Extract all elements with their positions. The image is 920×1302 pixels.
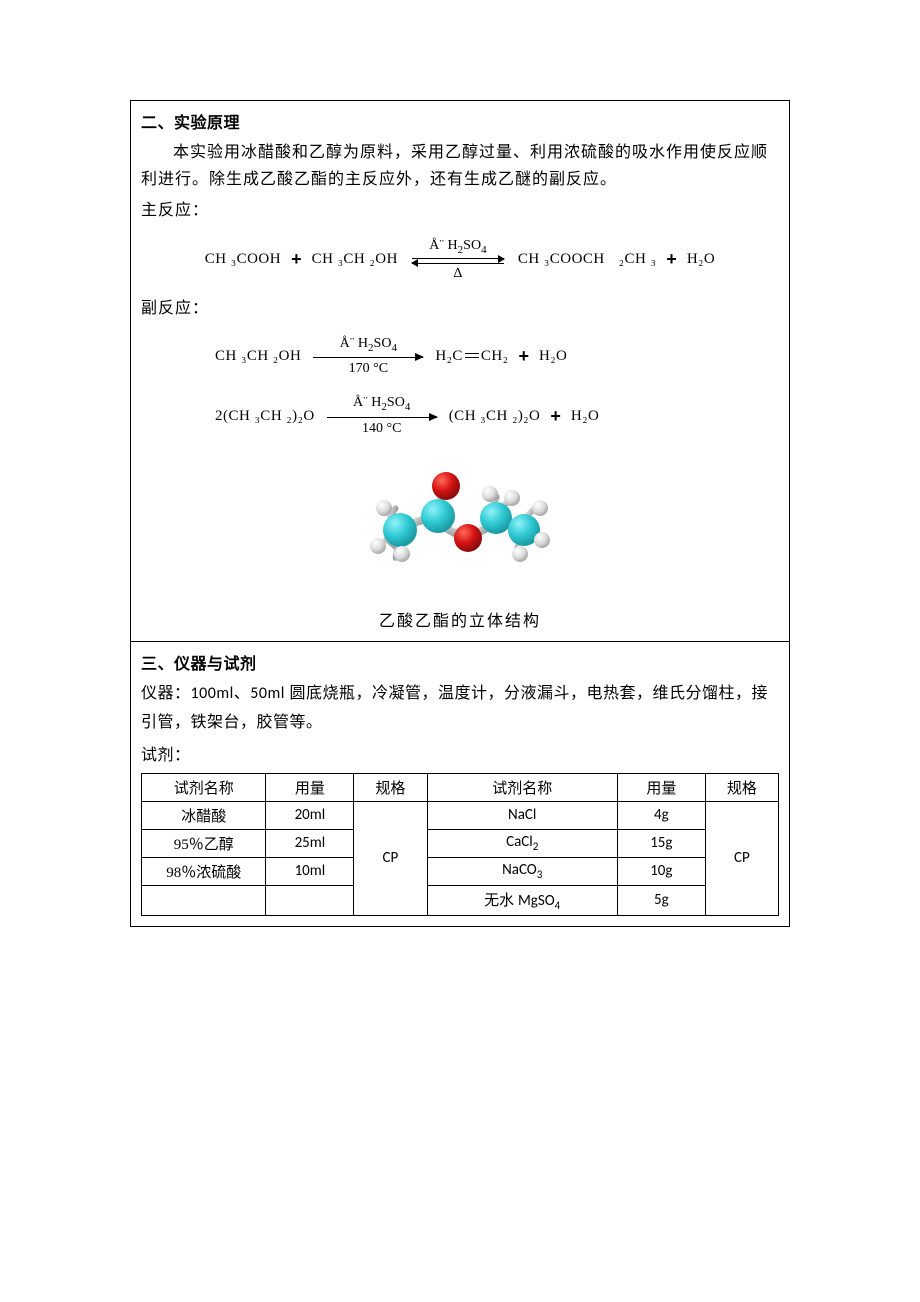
table-header-row: 试剂名称 用量 规格 试剂名称 用量 规格 <box>142 773 779 801</box>
temperature-text: 140 °C <box>362 422 401 436</box>
rx3-reactant: 2(CH ₃CH ₂)₂O <box>215 408 315 425</box>
th-name-r: 试剂名称 <box>427 773 617 801</box>
section2-title: 二、实验原理 <box>141 109 779 133</box>
reaction-side-1: CH ₃CH ₂OH Å¨ H2SO4 170 °C H₂CCH₂ + H₂O <box>141 337 779 377</box>
rx3-product2: H₂O <box>571 408 599 425</box>
molecule-caption: 乙酸乙酯的立体结构 <box>141 607 779 631</box>
rx1-reactant2: CH ₃CH ₂OH <box>312 251 398 268</box>
reaction-main: CH ₃COOH + CH ₃CH ₂OH Å¨ H2SO4 Δ CH ₃COO… <box>141 239 779 282</box>
plus-icon: + <box>518 346 529 367</box>
plus-icon: + <box>550 406 561 427</box>
cell-name: NaCO3 <box>427 857 617 885</box>
main-reaction-label: 主反应： <box>141 197 779 224</box>
th-spec-l: 规格 <box>354 773 427 801</box>
arrow-single: Å¨ H2SO4 140 °C <box>327 396 437 436</box>
th-amt-r: 用量 <box>617 773 705 801</box>
plus-icon: + <box>291 249 302 270</box>
cell-amt: 10g <box>617 857 705 885</box>
side-reaction-label: 副反应： <box>141 295 779 322</box>
instruments-line: 仪器：100ml、50ml 圆底烧瓶，冷凝管，温度计，分液漏斗，电热套，维氏分馏… <box>141 680 779 738</box>
cell-amt: 10ml <box>266 857 354 885</box>
instruments-nums: 100ml、50ml <box>191 684 285 703</box>
cell-amt <box>266 885 354 915</box>
cell-spec-r: CP <box>705 801 778 915</box>
catalyst-text: Å¨ H2SO4 <box>429 239 486 256</box>
table-row: 98％浓硫酸 10ml NaCO3 10g <box>142 857 779 885</box>
catalyst-text: Å¨ H2SO4 <box>353 396 410 413</box>
cell-amt: 20ml <box>266 801 354 829</box>
section2-intro: 本实验用冰醋酸和乙醇为原料，采用乙醇过量、利用浓硫酸的吸水作用使反应顺利进行。除… <box>141 139 779 193</box>
cell-name: 95％乙醇 <box>142 829 266 857</box>
cell-amt: 5g <box>617 885 705 915</box>
th-amt-l: 用量 <box>266 773 354 801</box>
molecule-svg <box>350 450 570 590</box>
reaction-side-2: 2(CH ₃CH ₂)₂O Å¨ H2SO4 140 °C (CH ₃CH ₂)… <box>141 396 779 436</box>
section-apparatus: 三、仪器与试剂 仪器：100ml、50ml 圆底烧瓶，冷凝管，温度计，分液漏斗，… <box>130 642 790 926</box>
section3-title: 三、仪器与试剂 <box>141 650 779 674</box>
arrow-single: Å¨ H2SO4 170 °C <box>313 337 423 377</box>
equilibrium-arrow: Å¨ H2SO4 Δ <box>410 239 506 282</box>
rx1-product1b: ₂CH ₃ <box>619 251 657 268</box>
cell-name: CaCl2 <box>427 829 617 857</box>
cell-name: NaCl <box>427 801 617 829</box>
rx3-product1: (CH ₃CH ₂)₂O <box>449 408 541 425</box>
plus-icon: + <box>666 249 677 270</box>
rx1-product1a: CH ₃COOCH <box>518 251 605 268</box>
instruments-label: 仪器： <box>141 685 191 702</box>
molecule-figure: 乙酸乙酯的立体结构 <box>141 450 779 631</box>
table-row: 无水 MgSO4 5g <box>142 885 779 915</box>
reagents-label: 试剂： <box>141 742 779 771</box>
catalyst-text: Å¨ H2SO4 <box>340 337 397 354</box>
rx2-product2: H₂O <box>539 348 567 365</box>
cell-name: 98％浓硫酸 <box>142 857 266 885</box>
delta-symbol: Δ <box>453 267 462 281</box>
section-principle: 二、实验原理 本实验用冰醋酸和乙醇为原料，采用乙醇过量、利用浓硫酸的吸水作用使反… <box>130 100 790 642</box>
table-row: 冰醋酸 20ml CP NaCl 4g CP <box>142 801 779 829</box>
cell-spec-l: CP <box>354 801 427 915</box>
cell-name: 冰醋酸 <box>142 801 266 829</box>
cell-name: 无水 MgSO4 <box>427 885 617 915</box>
table-row: 95％乙醇 25ml CaCl2 15g <box>142 829 779 857</box>
th-name-l: 试剂名称 <box>142 773 266 801</box>
reagents-table: 试剂名称 用量 规格 试剂名称 用量 规格 冰醋酸 20ml CP NaCl 4… <box>141 773 779 916</box>
rx2-product1: H₂CCH₂ <box>435 348 508 365</box>
rx1-product2: H₂O <box>687 251 715 268</box>
rx1-reactant1: CH ₃COOH <box>205 251 281 268</box>
rx2-reactant: CH ₃CH ₂OH <box>215 348 301 365</box>
cell-amt: 4g <box>617 801 705 829</box>
th-spec-r: 规格 <box>705 773 778 801</box>
cell-name <box>142 885 266 915</box>
cell-amt: 25ml <box>266 829 354 857</box>
cell-amt: 15g <box>617 829 705 857</box>
temperature-text: 170 °C <box>349 362 388 376</box>
